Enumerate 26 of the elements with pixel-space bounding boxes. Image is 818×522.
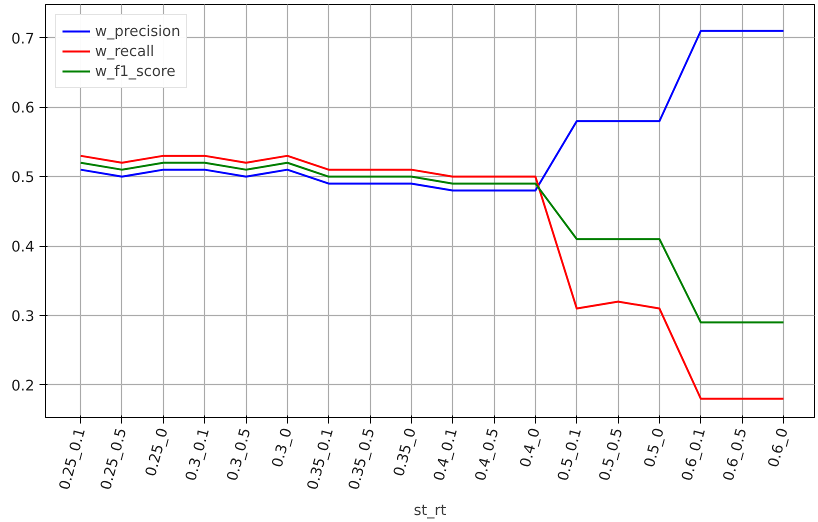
x-tick-label: 0.5_0.5 <box>596 426 626 483</box>
x-tick-label: 0.25_0 <box>142 426 172 478</box>
line-series <box>80 154 784 400</box>
y-tick-label: 0.6 <box>11 100 35 117</box>
x-tick-label: 0.5_0.1 <box>554 426 585 483</box>
x-tick-label: 0.35_0 <box>390 426 420 478</box>
y-tick-label: 0.3 <box>11 308 35 325</box>
x-tick-label: 0.5_0 <box>640 426 668 470</box>
y-tick-label: 0.4 <box>11 238 35 256</box>
x-tick-label: 0.6_0.5 <box>720 426 750 483</box>
legend-label: w_recall <box>95 42 154 60</box>
x-axis-title: st_rt <box>414 502 446 520</box>
x-tick-label: 0.3_0.1 <box>182 426 213 483</box>
x-tick-label: 0.3_0 <box>268 426 296 470</box>
x-tick-label: 0.6_0.1 <box>678 426 710 483</box>
x-tick-label: 0.4_0.1 <box>430 426 461 483</box>
y-tick-label: 0.5 <box>11 169 35 186</box>
x-tick-label: 0.4_0.5 <box>472 426 502 483</box>
legend-label: w_precision <box>95 22 180 40</box>
line-series <box>80 162 784 324</box>
y-tick-label: 0.2 <box>11 377 35 394</box>
x-tick-label: 0.4_0 <box>516 426 544 470</box>
x-tick-label: 0.3_0.5 <box>224 426 254 483</box>
y-tick-label: 0.7 <box>11 30 35 48</box>
x-tick-label: 0.6_0 <box>764 426 792 470</box>
legend-label: w_f1_score <box>95 62 176 80</box>
